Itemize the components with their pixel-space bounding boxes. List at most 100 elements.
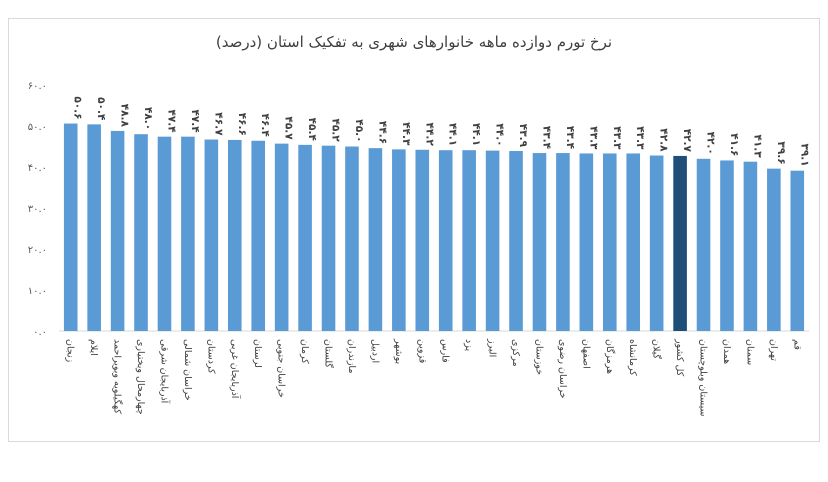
y-tick-label: ۳۰.۰ [28,204,47,215]
chart-frame: نرخ تورم دوازده ماهه خانوارهای شهری به ت… [8,18,820,442]
bar [274,143,289,331]
data-label: ۴۶.۷ [212,112,224,136]
bar [438,150,453,331]
category-label: مازندران [346,339,357,373]
category-label: کردستان [205,339,216,374]
data-label: ۴۷.۴ [189,109,201,133]
data-label: ۴۳.۳ [634,126,646,150]
bar [556,153,570,331]
category-label: گیلان [651,339,663,360]
bar [696,158,711,331]
data-label: ۴۴.۶ [376,121,388,144]
category-label: تهران [768,339,779,361]
category-label: کل کشور [674,338,685,377]
category-label: اصفهان [580,339,591,369]
category-label: ایلام [88,339,99,356]
category-label: یزد [463,339,474,351]
category-label: بوشهر [393,338,404,364]
data-label: ۴۵.۴ [306,118,318,142]
data-label: ۴۳.۹ [517,124,529,148]
data-label: ۴۵.۷ [283,116,295,140]
category-label: قم [791,339,802,350]
bar [485,150,500,331]
bar [649,155,664,331]
data-label: ۴۲.۷ [681,129,693,153]
data-label: ۴۳.۴ [540,126,552,150]
data-label: ۴۸.۰ [142,107,154,130]
category-label: خوزستان [533,339,544,375]
bar [181,136,195,331]
category-label: زنجان [65,339,76,363]
bar [790,170,805,331]
y-tick-label: ۴۰.۰ [28,163,47,174]
category-label: اردبیل [369,339,380,363]
category-label: آذربایجان غربی [229,339,242,399]
category-label: لرستان [252,339,263,368]
bar [626,153,641,331]
y-tick-label: ۱۰.۰ [28,286,47,297]
category-label: سیستان وبلوچستان [698,339,709,416]
category-label: آذربایجان شرقی [158,339,171,404]
data-label: ۴۴.۰ [494,123,506,146]
bar [462,150,476,331]
bar [251,140,266,331]
bar [298,144,312,331]
category-label: گلستان [323,339,335,368]
data-label: ۳۹.۱ [798,143,810,166]
category-label: مرکزی [510,339,521,367]
category-label: همدان [721,339,732,364]
bar [415,149,430,331]
data-label: ۵۰.۴ [95,97,107,121]
category-label: البرز [487,338,498,357]
bar [134,134,148,331]
y-tick-label: ۵۰.۰ [28,122,47,133]
bar [227,139,242,331]
data-label: ۴۶.۴ [259,114,271,138]
data-label: ۵۰.۶ [72,96,84,119]
data-label: ۴۱.۳ [751,134,763,158]
chart-title: نرخ تورم دوازده ماهه خانوارهای شهری به ت… [215,33,613,51]
category-label: خراسان شمالی [182,339,193,401]
bar [673,155,687,331]
category-label: کرمانشاه [627,339,638,376]
bar [87,124,101,331]
y-tick-label: ۶۰.۰ [28,81,47,92]
category-label: کرمان [299,339,310,364]
data-label: ۴۳.۳ [611,126,623,150]
category-label: خراسان جنوبی [276,339,287,398]
bar [157,136,172,331]
data-label: ۴۴.۱ [447,123,459,146]
category-label: کهگیلویه وبویراحمد [112,339,124,414]
data-label: ۴۲.۰ [705,132,717,155]
category-label: هرمزگان [604,339,616,374]
category-label: خراسان رضوی [557,339,568,399]
bar [509,151,523,331]
category-label: قزوین [416,339,427,363]
bar [602,153,617,331]
data-label: ۴۸.۸ [119,104,131,128]
bar [368,148,383,331]
data-label: ۴۲.۸ [658,128,670,152]
category-label: فارس [440,339,451,363]
data-label: ۴۴.۳ [400,122,412,146]
data-label: ۴۵.۰ [353,119,365,142]
category-label: سمنان [744,339,755,365]
bar [720,160,734,331]
bar [579,153,594,331]
data-label: ۴۷.۴ [165,109,177,133]
bar-chart: ۰.۰ ۱۰.۰ ۲۰.۰ ۳۰.۰ ۴۰.۰ ۵۰.۰ ۶۰.۰ ۵۰.۶ زنجان ۵۰.۴… [28,81,811,416]
data-label: ۴۴.۱ [470,123,482,146]
data-label: ۴۵.۲ [330,118,342,142]
data-label: ۴۶.۶ [236,113,248,136]
bar [321,145,336,331]
category-label: چهارمحال وبختیاری [135,339,146,415]
bar [532,153,547,331]
bar [345,146,359,331]
bar [392,149,406,331]
bar [743,161,758,331]
data-label: ۴۱.۶ [728,133,740,156]
data-label: ۴۴.۲ [423,123,435,147]
bar [110,130,125,331]
bar [767,168,781,331]
data-label: ۳۹.۶ [775,141,787,164]
